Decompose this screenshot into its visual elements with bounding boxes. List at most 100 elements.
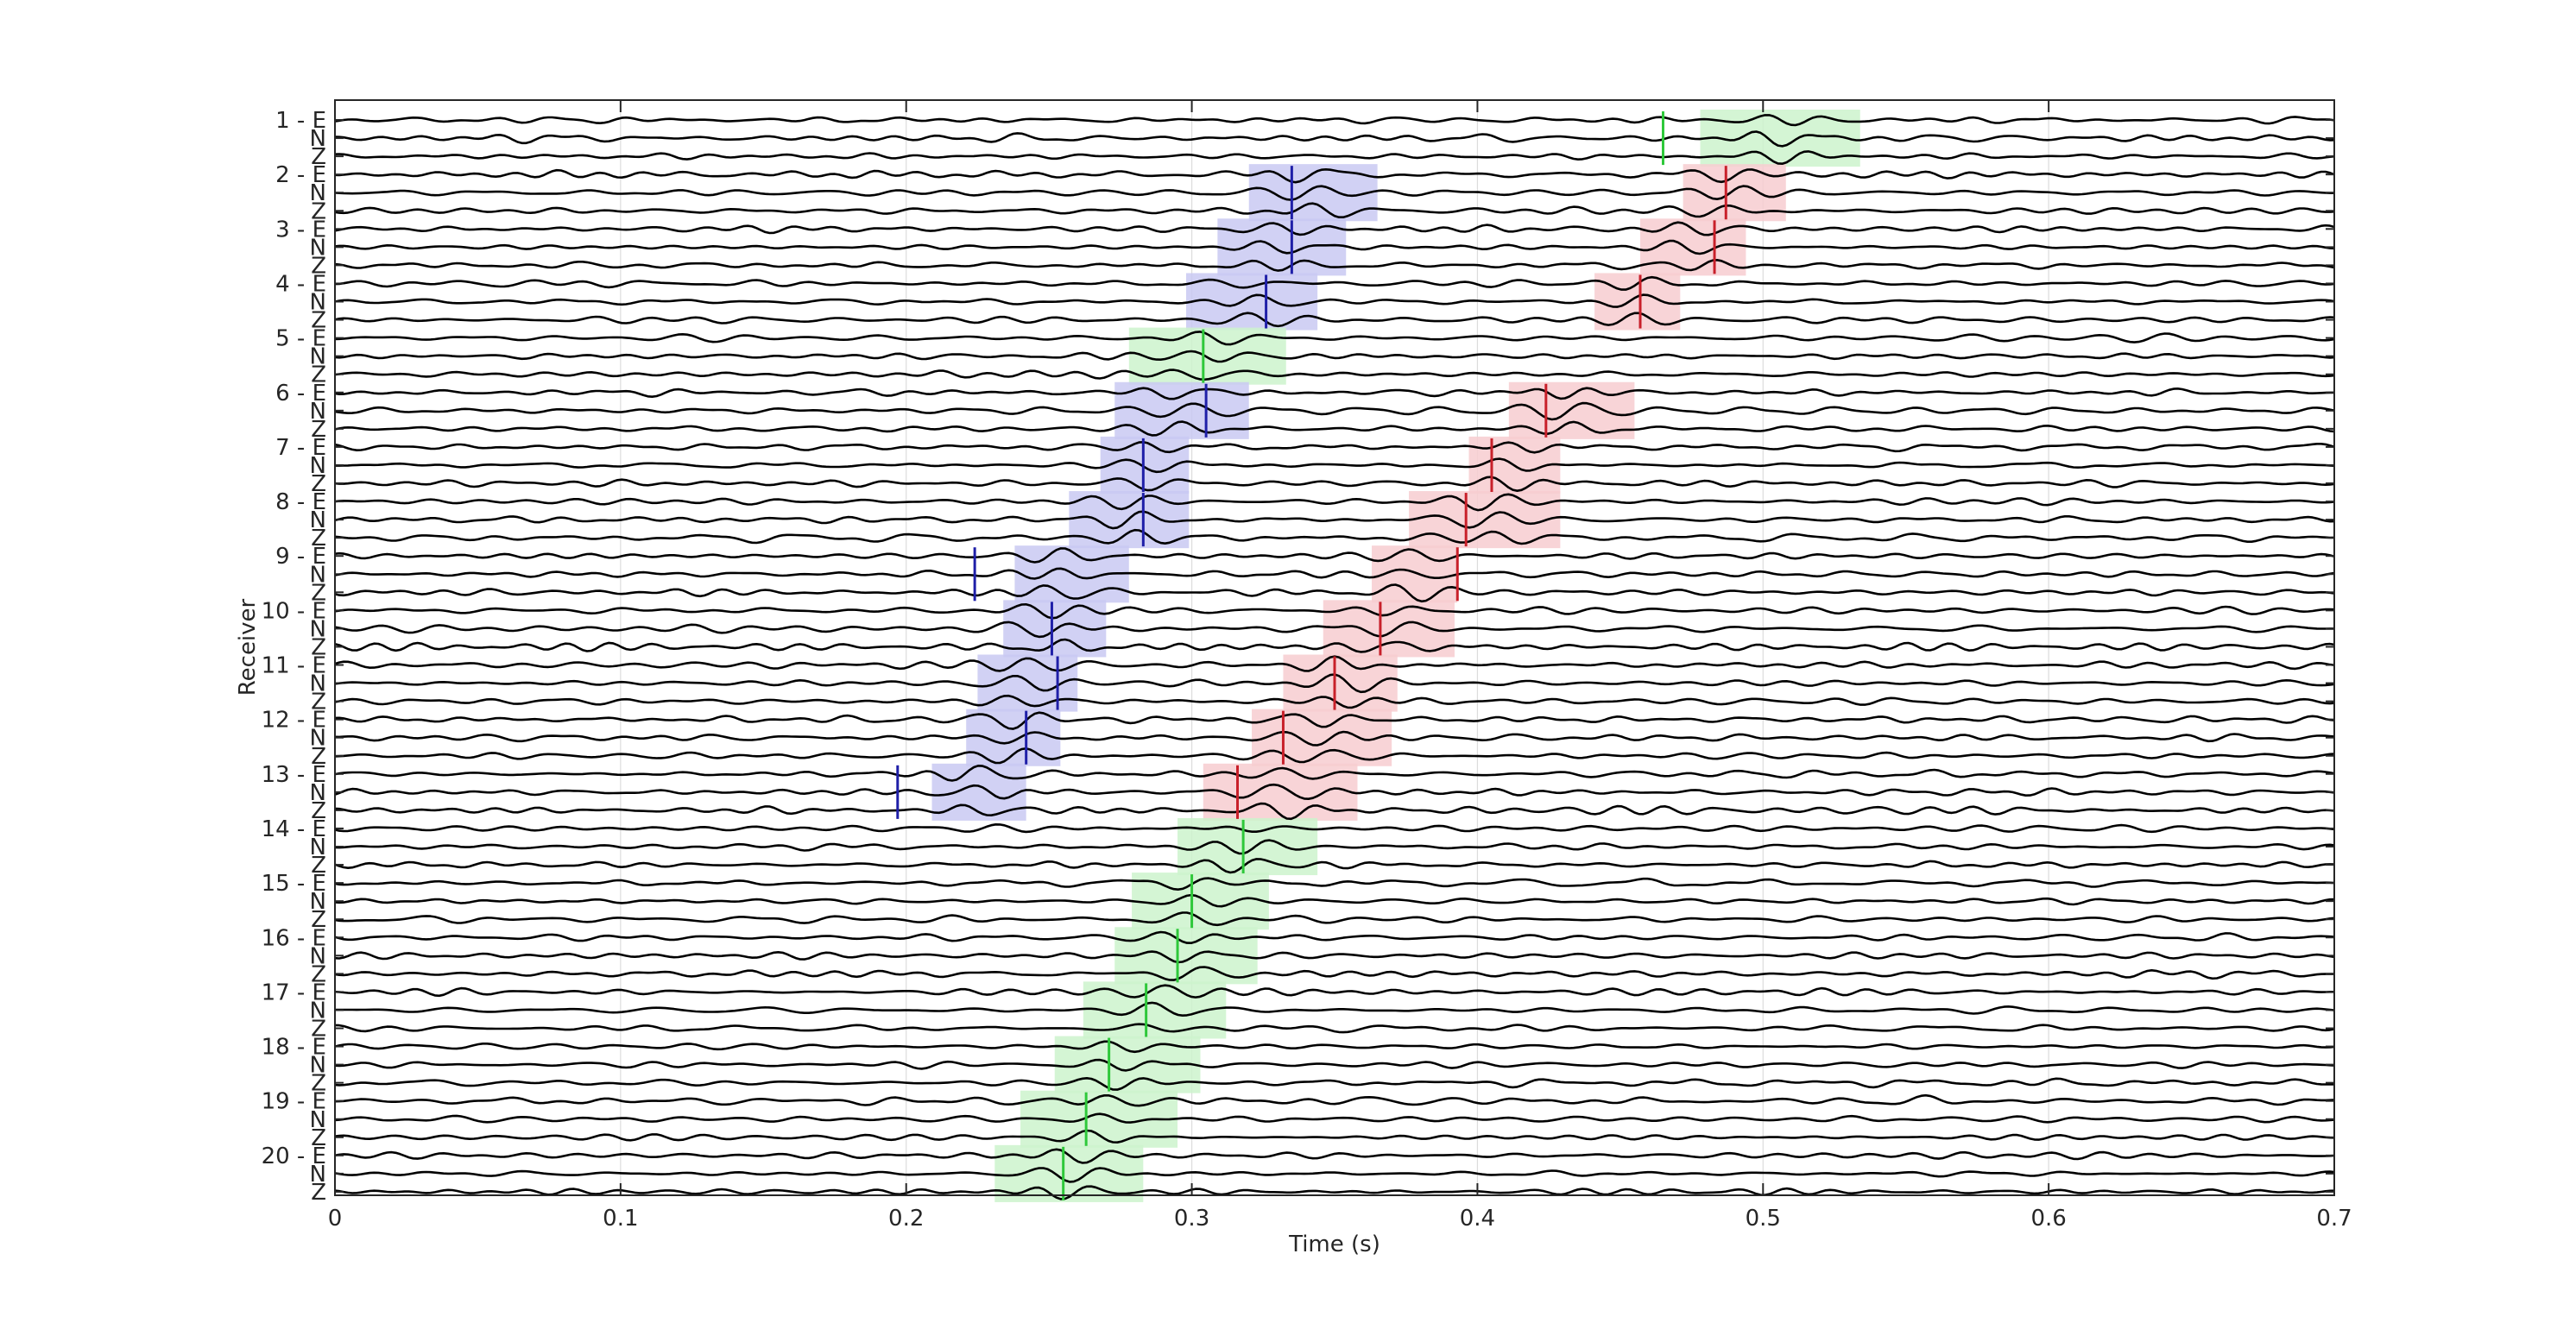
y-tick-label: 20 - E (262, 1144, 326, 1169)
y-tick-label: N (310, 290, 326, 316)
trace-line (335, 457, 2335, 474)
trace-line (334, 547, 2335, 564)
y-tick-label: 4 - E (275, 271, 326, 297)
trace-line (334, 185, 2334, 201)
trace-line (334, 259, 2335, 272)
y-tick-label: N (310, 616, 326, 642)
y-tick-label: N (310, 126, 326, 152)
y-tick-label: N (310, 1053, 326, 1079)
y-tick-label: Z (311, 853, 326, 879)
y-tick-label: N (310, 889, 326, 915)
trace-line (334, 239, 2335, 255)
y-tick-label: Z (311, 417, 326, 443)
trace-line (334, 984, 2334, 999)
y-tick-label: 2 - E (275, 162, 326, 188)
trace-line (334, 476, 2335, 492)
trace-line (334, 1148, 2335, 1164)
y-tick-label: N (310, 562, 326, 588)
y-tick-label: Z (311, 526, 326, 551)
phase-picks (896, 111, 1727, 1200)
trace-line (334, 747, 2335, 765)
y-tick-label: 8 - E (275, 489, 326, 515)
trace-line (334, 1077, 2334, 1091)
trace-line (334, 1040, 2335, 1054)
y-tick-label: Z (311, 471, 326, 497)
y-tick-label: 16 - E (262, 925, 326, 951)
y-tick-label: N (310, 235, 326, 261)
trace-line (334, 130, 2335, 148)
y-tick-label: N (310, 943, 326, 969)
trace-line (334, 387, 2334, 400)
trace-line (334, 401, 2335, 421)
y-tick-label: 5 - E (275, 326, 326, 352)
x-tick-label: 0.3 (1174, 1206, 1209, 1232)
y-tick-label: N (310, 835, 326, 860)
y-tick-label: Z (311, 198, 326, 224)
y-tick-label: N (310, 998, 326, 1024)
trace-line (334, 493, 2335, 512)
y-tick-label: 6 - E (275, 381, 326, 406)
y-tick-label: N (310, 453, 326, 479)
y-tick-label: Z (311, 362, 326, 388)
y-tick-label: 17 - E (262, 980, 326, 1005)
trace-line (334, 1093, 2335, 1107)
trace-line (334, 930, 2335, 944)
trace-line (334, 510, 2335, 530)
y-tick-label: N (310, 507, 326, 533)
y-tick-label: Z (311, 798, 326, 824)
y-tick-label: N (310, 344, 326, 370)
trace-line (334, 420, 2335, 437)
y-tick-label: N (310, 1107, 326, 1133)
trace-line (334, 783, 2335, 800)
trace-line (334, 202, 2335, 218)
trace-line (334, 312, 2335, 328)
y-tick-label: 19 - E (262, 1089, 326, 1115)
x-tick-label: 0 (328, 1206, 343, 1232)
trace-line (334, 583, 2335, 603)
y-tick-label: N (310, 671, 326, 697)
trace-line (334, 150, 2335, 165)
trace-line (334, 711, 2335, 730)
y-tick-label: 7 - E (275, 435, 326, 461)
x-axis-label: Time (s) (1288, 1232, 1380, 1257)
y-tick-label: Z (311, 1180, 326, 1206)
trace-line (334, 603, 2335, 620)
trace-line (334, 1023, 2335, 1034)
y-tick-label: 9 - E (275, 544, 326, 570)
y-tick-label: Z (311, 580, 326, 606)
y-tick-label: N (310, 180, 326, 206)
trace-line (334, 802, 2335, 821)
y-tick-label: 11 - E (262, 653, 326, 679)
trace-line (334, 168, 2335, 184)
y-tick-label: Z (311, 744, 326, 770)
y-axis-label: Receiver (235, 598, 261, 696)
y-tick-label: 15 - E (262, 871, 326, 897)
y-tick-label: 13 - E (262, 762, 326, 788)
trace-line (334, 1185, 2335, 1200)
trace-line (334, 221, 2335, 236)
y-tick-label: Z (311, 961, 326, 987)
trace-line (334, 911, 2335, 927)
y-tick-label: 1 - E (275, 108, 326, 134)
y-tick-label: Z (311, 907, 326, 933)
trace-line (334, 1058, 2335, 1072)
trace-line (334, 1001, 2335, 1017)
phase-windows (931, 110, 1860, 1202)
y-tick-label: Z (311, 144, 326, 170)
x-axis-ticks: 0 0.1 0.2 0.3 0.4 0.5 0.6 0.7 (328, 100, 2352, 1232)
y-tick-label: Z (311, 253, 326, 279)
y-tick-label: Z (311, 634, 326, 660)
axes-frame (334, 99, 2335, 1196)
trace-line (334, 528, 2335, 545)
y-tick-label: Z (311, 308, 326, 334)
trace-line (334, 293, 2335, 308)
y-tick-label: 14 - E (262, 816, 326, 842)
trace-line (334, 440, 2335, 454)
y-tick-label: N (310, 1162, 326, 1188)
trace-line (334, 275, 2335, 291)
y-tick-label: 12 - E (262, 708, 326, 734)
trace-line (334, 369, 2335, 381)
trace-line (334, 950, 2335, 964)
y-tick-label: N (310, 780, 326, 806)
